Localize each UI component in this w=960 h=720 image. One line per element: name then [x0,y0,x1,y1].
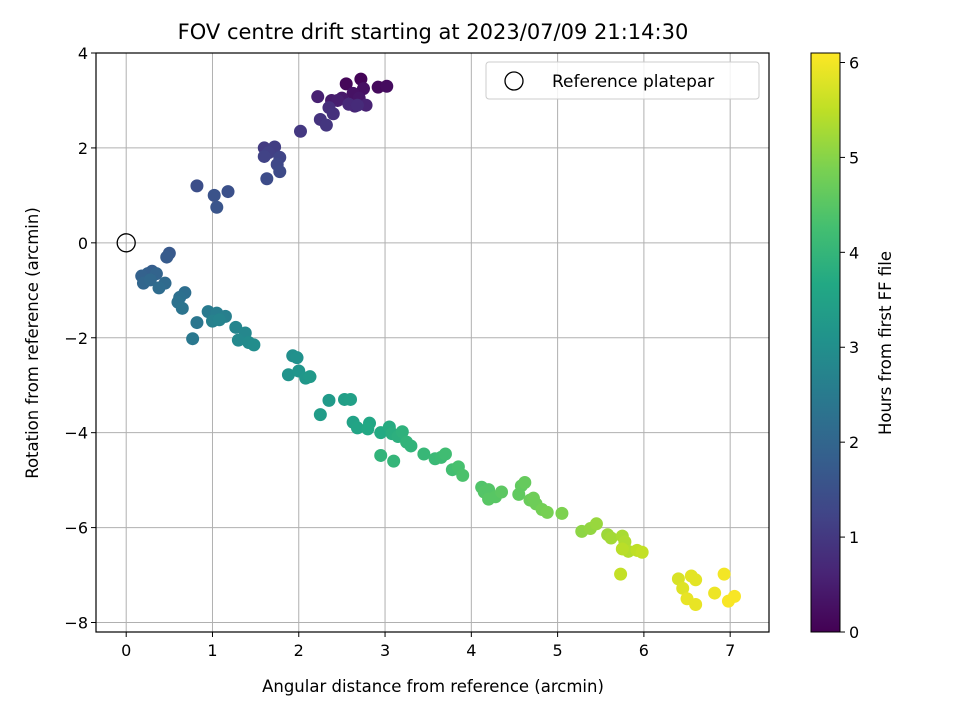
data-points [135,72,741,611]
data-point [257,149,271,163]
data-point [175,301,189,315]
data-point [361,422,375,436]
data-point [676,581,690,595]
y-tick-label: 4 [78,44,88,63]
colorbar-tick-label: 3 [849,338,859,357]
data-point [229,320,243,334]
data-point [417,447,431,461]
data-point [247,338,261,352]
x-axis-label: Angular distance from reference (arcmin) [262,677,604,696]
plot-frame [95,52,770,633]
legend-marker-icon [504,71,524,91]
legend-label-reference: Reference platepar [552,72,714,92]
colorbar-tick-label: 4 [849,243,859,262]
data-point [350,98,364,112]
chart-title: FOV centre drift starting at 2023/07/09 … [178,20,689,44]
data-point [186,332,200,346]
data-point [708,586,722,600]
data-point [207,188,221,202]
colorbar-tick-label: 0 [849,623,859,642]
data-point [395,425,409,439]
y-axis-ticks: −8 −6 −4 −2 0 2 4 [64,44,96,633]
data-point [281,368,295,382]
x-tick-label: 0 [121,641,131,660]
data-point [689,573,703,587]
data-point [404,439,418,453]
data-point [231,333,245,347]
data-point [221,185,235,199]
data-point [319,118,333,132]
data-point [615,542,629,556]
x-tick-label: 7 [725,641,735,660]
colorbar-tick-label: 2 [849,433,859,452]
data-point [313,408,327,422]
data-point [540,505,554,519]
x-tick-label: 3 [380,641,390,660]
data-point [387,454,401,468]
y-tick-label: −2 [64,329,88,348]
data-point [152,281,166,295]
colorbar-tick-label: 6 [849,53,859,72]
y-tick-label: 0 [78,234,88,253]
data-point [555,506,569,520]
data-point [438,447,452,461]
x-tick-label: 6 [639,641,649,660]
data-point [190,179,204,193]
colorbar-ticks: 0 1 2 3 4 5 6 [840,53,859,642]
data-point [727,589,741,603]
data-point [143,273,157,287]
legend-box [485,61,760,100]
colorbar-tick-label: 1 [849,528,859,547]
data-point [526,491,540,505]
data-point [344,392,358,406]
y-tick-label: −8 [64,614,88,633]
colorbar-tick-label: 5 [849,148,859,167]
data-point [293,124,307,138]
data-point [518,476,532,490]
y-axis-label: Rotation from reference (arcmin) [23,207,42,479]
y-tick-label: −4 [64,424,88,443]
data-point [589,517,603,531]
data-point [190,316,204,330]
data-point [350,421,364,435]
colorbar-label: Hours from first FF file [876,251,895,435]
data-point [717,567,731,581]
data-point [456,468,470,482]
y-tick-label: 2 [78,139,88,158]
y-tick-label: −6 [64,519,88,538]
data-point [380,79,394,93]
data-point [326,107,340,121]
x-tick-label: 2 [294,641,304,660]
legend: Reference platepar [485,61,760,100]
data-point [339,77,353,91]
colorbar [810,52,841,633]
data-point [273,165,287,179]
data-point [331,93,345,107]
data-point [303,370,317,384]
data-point [322,393,336,407]
data-point [495,485,509,499]
data-point [374,448,388,462]
x-axis-ticks: 0 1 2 3 4 5 6 7 [121,632,735,660]
data-point [689,597,703,611]
data-point [260,172,274,186]
x-tick-label: 5 [553,641,563,660]
data-point [290,351,304,365]
data-point [604,531,618,545]
data-point [635,545,649,559]
data-point [160,250,174,264]
data-point [311,90,325,104]
x-tick-label: 1 [207,641,217,660]
data-point [210,200,224,214]
data-point [212,313,226,327]
reference-platepar-marker [116,233,136,253]
x-tick-label: 4 [466,641,476,660]
data-point [614,567,628,581]
